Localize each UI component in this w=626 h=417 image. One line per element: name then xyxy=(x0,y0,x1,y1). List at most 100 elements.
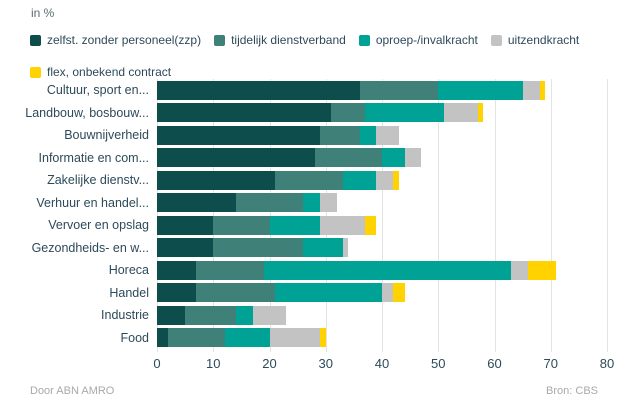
gridline xyxy=(382,79,383,352)
bar-segment xyxy=(443,103,478,123)
bar-chart: Cultuur, sport en... Landbouw, bosbouw...… xyxy=(0,79,626,379)
bar-segment xyxy=(359,80,439,100)
bar-track xyxy=(157,80,612,100)
bar-track xyxy=(157,125,612,145)
bar-track xyxy=(157,283,612,303)
bar-segment xyxy=(213,238,304,258)
chart-row: Handel xyxy=(0,282,626,305)
bar-segment xyxy=(157,103,332,123)
legend-label: tijdelijk dienstverband xyxy=(231,33,346,47)
bar-segment xyxy=(157,260,197,280)
bar-segment xyxy=(196,260,264,280)
legend-label: flex, onbekend contract xyxy=(47,65,172,79)
bar-segment xyxy=(157,80,360,100)
legend-label: uitzendkracht xyxy=(507,33,580,47)
gridline xyxy=(157,79,158,352)
bar-segment xyxy=(235,193,304,213)
category-label: Landbouw, bosbouw... xyxy=(25,105,149,120)
x-axis-tick-label: 20 xyxy=(262,356,277,371)
bar-segment xyxy=(393,170,399,190)
category-label: Bouwnijverheid xyxy=(64,128,149,143)
chart-row: Landbouw, bosbouw... xyxy=(0,102,626,125)
credit-source-right: Bron: CBS xyxy=(546,385,598,397)
category-label: Zakelijke dienstv... xyxy=(47,173,149,188)
legend-item: uitzendkracht xyxy=(490,33,580,47)
bar-segment xyxy=(438,80,523,100)
bar-track xyxy=(157,148,612,168)
plot-rows: Cultuur, sport en... Landbouw, bosbouw...… xyxy=(0,79,626,349)
bar-segment xyxy=(320,125,360,145)
bar-segment xyxy=(342,170,377,190)
bar-track xyxy=(157,238,612,258)
bar-track xyxy=(157,103,612,123)
bar-segment xyxy=(303,238,343,258)
legend-label: zelfst. zonder personeel(zzp) xyxy=(47,33,202,47)
chart-row: Zakelijke dienstv... xyxy=(0,169,626,192)
legend-item: tijdelijk dienstverband xyxy=(214,33,346,47)
category-label: Horeca xyxy=(108,263,149,278)
bar-segment xyxy=(365,215,377,235)
gridline xyxy=(607,79,608,352)
bar-segment xyxy=(269,215,321,235)
bar-segment xyxy=(320,193,337,213)
x-axis-tick-label: 40 xyxy=(374,356,390,371)
chart-row: Bouwnijverheid xyxy=(0,124,626,147)
bar-segment xyxy=(382,283,394,303)
chart-row: Informatie en com... xyxy=(0,147,626,170)
bar-track xyxy=(157,328,612,348)
bar-track xyxy=(157,193,612,213)
bar-segment xyxy=(331,103,366,123)
legend-item: oproep-/invalkracht xyxy=(358,33,478,47)
bar-segment xyxy=(528,260,557,280)
bar-segment xyxy=(224,328,270,348)
legend-item: flex, onbekend contract xyxy=(30,65,171,79)
gridline xyxy=(550,79,552,352)
bar-segment xyxy=(404,148,422,168)
gridline xyxy=(213,79,215,352)
gridline xyxy=(494,79,496,352)
category-label: Food xyxy=(120,330,150,345)
bar-track xyxy=(157,305,612,325)
category-label: Gezondheids- en w... xyxy=(31,240,149,255)
bar-segment xyxy=(303,193,321,213)
category-label: Vervoer en opslag xyxy=(48,218,149,233)
bar-segment xyxy=(393,283,405,303)
bar-segment xyxy=(539,80,546,100)
bar-segment xyxy=(359,125,377,145)
bar-segment xyxy=(275,283,382,303)
chart-row: Food xyxy=(0,327,626,350)
legend-item: zelfst. zonder personeel(zzp) xyxy=(30,33,201,47)
chart-row: Horeca xyxy=(0,259,626,282)
bar-segment xyxy=(213,215,270,235)
bar-segment xyxy=(157,328,169,348)
bar-segment xyxy=(477,103,484,123)
bar-segment xyxy=(235,305,253,325)
bar-segment xyxy=(522,80,540,100)
category-label: Industrie xyxy=(101,308,149,323)
gridline xyxy=(325,79,327,352)
bar-track xyxy=(157,215,612,235)
legend-color-swatch xyxy=(30,34,41,46)
chart-row: Verhuur en handel... xyxy=(0,192,626,215)
footer: Door ABN AMRO Bron: CBS xyxy=(30,385,598,397)
bar-segment xyxy=(157,283,197,303)
chart-title: in % xyxy=(31,6,55,20)
bar-segment xyxy=(342,238,349,258)
category-label: Informatie en com... xyxy=(38,150,149,165)
bar-segment xyxy=(314,148,382,168)
bar-segment xyxy=(376,170,394,190)
category-label: Verhuur en handel... xyxy=(36,195,149,210)
bar-segment xyxy=(185,305,236,325)
x-axis-tick-label: 50 xyxy=(431,356,446,371)
bar-segment xyxy=(275,170,343,190)
legend-color-swatch xyxy=(214,34,226,46)
bar-segment xyxy=(263,260,512,280)
bar-segment xyxy=(157,148,315,168)
bar-segment xyxy=(168,328,225,348)
x-axis-tick-label: 30 xyxy=(318,356,333,371)
bar-segment xyxy=(320,215,366,235)
bar-segment xyxy=(511,260,529,280)
category-label: Handel xyxy=(109,285,149,300)
plot-gridlines xyxy=(157,79,612,352)
